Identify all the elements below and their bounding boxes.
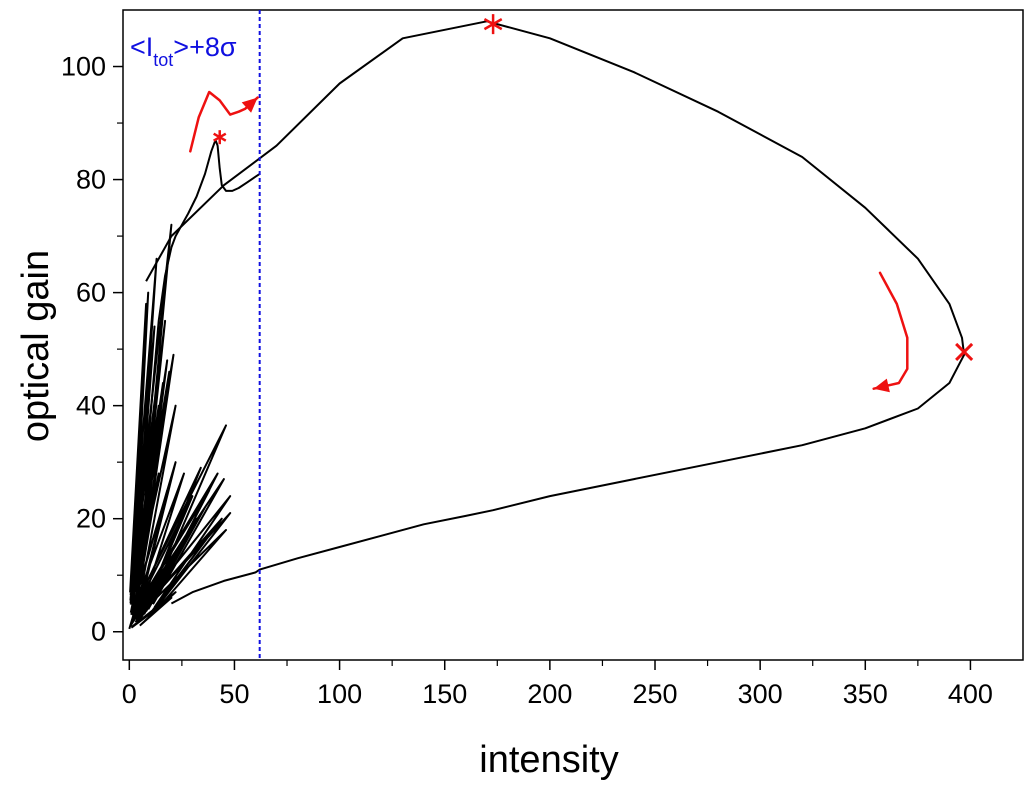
x-tick-label: 200 — [527, 679, 572, 709]
x-tick-label: 100 — [317, 679, 362, 709]
x-tick-label: 400 — [948, 679, 993, 709]
burst-fan-lines — [129, 223, 232, 629]
direction-arrow-head-1 — [241, 97, 258, 113]
x-axis: 0 50 100 150 200 250 300 350 400 — [122, 660, 993, 709]
marker-cross-stroke — [955, 342, 974, 362]
y-tick-label: 40 — [76, 391, 106, 421]
plot-area: <Itot>+8σ — [128, 10, 974, 660]
x-tick-label: 50 — [219, 679, 249, 709]
x-tick-label: 250 — [632, 679, 677, 709]
threshold-label-main: <I — [130, 32, 153, 62]
marker-3 — [955, 342, 974, 362]
y-axis-title: optical gain — [15, 250, 57, 442]
y-tick-label: 60 — [76, 278, 106, 308]
y-tick-label: 0 — [91, 617, 106, 647]
marker-2 — [483, 14, 503, 35]
direction-arrow-2 — [872, 271, 909, 390]
direction-arrow-head-2 — [873, 378, 890, 393]
y-tick-label: 100 — [61, 52, 106, 82]
series-trajectory-loop — [145, 20, 966, 605]
x-tick-label: 350 — [843, 679, 888, 709]
y-tick-label: 20 — [76, 504, 106, 534]
threshold-label: <Itot>+8σ — [130, 32, 237, 70]
threshold-label-sub: tot — [153, 50, 173, 70]
plot-frame — [122, 9, 1024, 661]
y-axis: 0 20 40 60 80 100 — [61, 52, 123, 647]
x-tick-label: 0 — [122, 679, 137, 709]
x-axis-title: intensity — [479, 739, 618, 781]
marker-star-stroke — [213, 132, 227, 142]
y-tick-label: 80 — [76, 165, 106, 195]
threshold-label-rest: >+8σ — [173, 32, 237, 62]
x-tick-label: 150 — [422, 679, 467, 709]
marker-1 — [213, 130, 227, 145]
x-tick-label: 300 — [738, 679, 783, 709]
direction-arrow-1 — [189, 90, 259, 153]
marker-star-stroke — [483, 18, 503, 31]
series-trajectory-initial — [128, 139, 261, 630]
